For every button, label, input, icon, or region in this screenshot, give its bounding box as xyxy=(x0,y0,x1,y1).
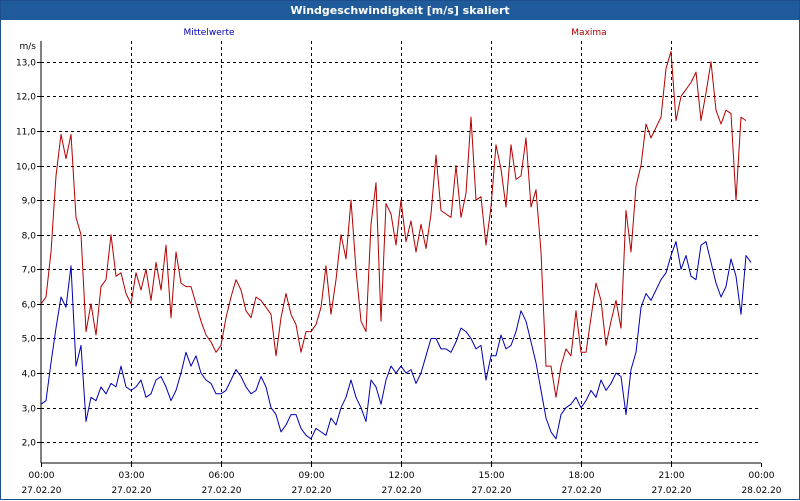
y-tick-label: 5,0 xyxy=(22,335,37,345)
x-tick-date: 27.02.20 xyxy=(561,486,601,496)
x-tick-time: 15:00 xyxy=(479,471,505,481)
y-tick-label: 7,0 xyxy=(22,266,37,276)
x-tick-date: 27.02.20 xyxy=(21,486,61,496)
y-tick-label: 8,0 xyxy=(22,232,37,242)
y-tick-label: 10,0 xyxy=(16,163,36,173)
y-tick-label: 11,0 xyxy=(16,128,36,138)
y-tick-label: 9,0 xyxy=(22,197,37,207)
x-tick-time: 00:00 xyxy=(29,471,55,481)
series-line-maxima xyxy=(40,50,747,398)
x-tick-date: 27.02.20 xyxy=(111,486,151,496)
x-tick-date: 27.02.20 xyxy=(471,486,511,496)
x-tick-time: 21:00 xyxy=(659,471,685,481)
x-tick-date: 27.02.20 xyxy=(651,486,691,496)
x-tick-time: 03:00 xyxy=(119,471,145,481)
x-tick-date: 28.02.20 xyxy=(741,486,781,496)
y-tick-label: 3,0 xyxy=(22,405,37,415)
y-tick-label: 12,0 xyxy=(16,93,36,103)
x-tick-time: 06:00 xyxy=(209,471,235,481)
series-line-mittelwerte xyxy=(40,241,752,440)
x-tick-time: 00:00 xyxy=(749,471,775,481)
x-tick-time: 12:00 xyxy=(389,471,415,481)
x-tick-date: 27.02.20 xyxy=(291,486,331,496)
window-title: Windgeschwindigkeit [m/s] skaliert xyxy=(1,1,799,20)
x-tick-time: 09:00 xyxy=(299,471,325,481)
y-tick-label: 2,0 xyxy=(22,439,37,449)
y-tick-label: 6,0 xyxy=(22,301,37,311)
y-tick-label: 4,0 xyxy=(22,370,37,380)
x-tick-time: 18:00 xyxy=(569,471,595,481)
x-tick-date: 27.02.20 xyxy=(201,486,241,496)
legend-mittelwerte: Mittelwerte xyxy=(183,28,234,38)
legend-maxima: Maxima xyxy=(571,28,606,38)
x-tick-date: 27.02.20 xyxy=(381,486,421,496)
y-tick-label: 13,0 xyxy=(16,59,36,69)
y-axis-unit: m/s xyxy=(20,42,37,52)
